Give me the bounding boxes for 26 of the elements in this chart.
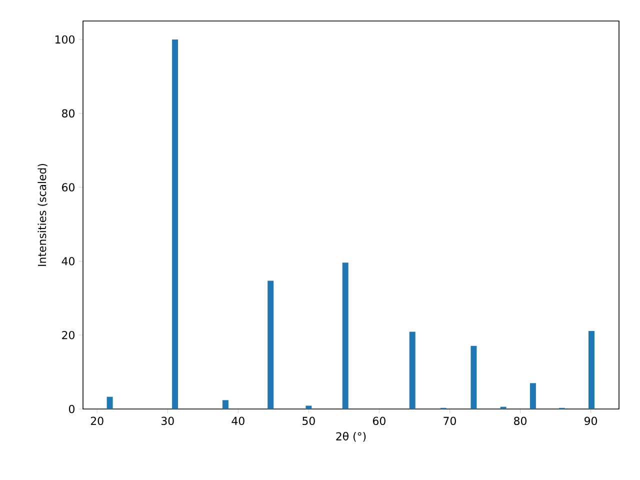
bar (530, 383, 536, 409)
x-tick-label: 90 (584, 416, 598, 426)
bar (342, 262, 348, 409)
y-tick-label: 60 (62, 183, 74, 192)
bar (222, 400, 228, 409)
bar (306, 406, 312, 409)
bar (106, 396, 113, 409)
x-tick-label: 70 (444, 416, 456, 426)
x-tick-label: 30 (161, 416, 174, 426)
bar (409, 332, 416, 409)
x-tick-label: 20 (90, 416, 104, 426)
bar (268, 280, 274, 409)
x-axis-title: 2θ (°) (336, 432, 366, 442)
y-axis-title: Intensities (scaled) (38, 164, 48, 266)
bar (588, 331, 594, 409)
x-tick-label: 50 (302, 416, 315, 426)
bar (172, 39, 178, 409)
bar (470, 346, 477, 409)
y-tick-label: 0 (68, 404, 74, 414)
x-tick-label: 40 (232, 416, 244, 426)
x-tick-label: 80 (514, 416, 526, 426)
x-tick-label: 60 (373, 416, 386, 426)
y-tick-label: 40 (62, 257, 74, 266)
y-tick-label: 100 (56, 35, 74, 44)
y-tick-label: 20 (62, 330, 74, 340)
y-tick-label: 80 (62, 109, 74, 118)
